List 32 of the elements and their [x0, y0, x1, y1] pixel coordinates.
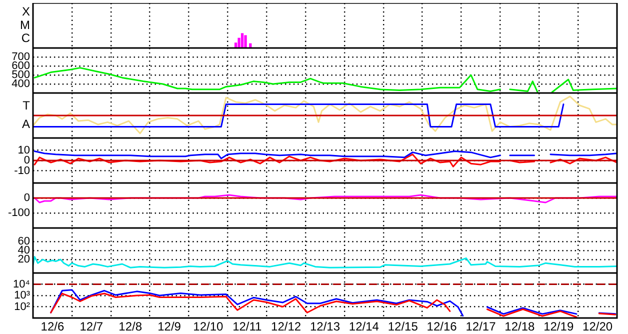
bar: [240, 33, 244, 48]
y-tick-label: 400: [12, 78, 30, 90]
y-tick-label: 20: [18, 254, 30, 266]
text: T: [22, 98, 31, 112]
y-tick-label: -100: [8, 207, 30, 220]
text: M: [20, 18, 30, 32]
x-tick-label: 12/7: [80, 320, 104, 334]
y-tick-label: 0: [24, 192, 30, 204]
y-tick-label: -10: [14, 164, 30, 177]
x-tick-label: 12/9: [158, 320, 182, 334]
x-tick-label: 12/19: [544, 320, 574, 334]
x-tick-label: 12/11: [232, 320, 262, 334]
x-tick-label: 12/14: [348, 320, 380, 334]
x-tick-label: 12/15: [388, 320, 418, 334]
y-tick-label: 10³: [14, 290, 30, 302]
x-tick-label: 12/18: [504, 320, 536, 334]
x-tick-label: 12/13: [310, 320, 340, 334]
text: X: [22, 4, 30, 19]
y-tick-label: 10: [18, 144, 30, 156]
x-tick-label: 12/16: [426, 320, 458, 334]
y-tick-label: 10²: [14, 300, 30, 313]
x-tick-label: 12/8: [118, 320, 142, 334]
x-tick-label: 12/12: [271, 320, 302, 334]
x-tick-label: 12/10: [193, 320, 224, 334]
text: C: [21, 31, 30, 46]
text: A: [22, 117, 30, 132]
y-tick-label: 0: [24, 154, 30, 167]
x-tick-label: 12/20: [582, 320, 613, 334]
x-tick-label: 12/6: [40, 320, 64, 334]
x-tick-label: 12/17: [466, 320, 496, 334]
y-tick-label: 10⁴: [13, 278, 30, 290]
bar: [244, 35, 247, 48]
